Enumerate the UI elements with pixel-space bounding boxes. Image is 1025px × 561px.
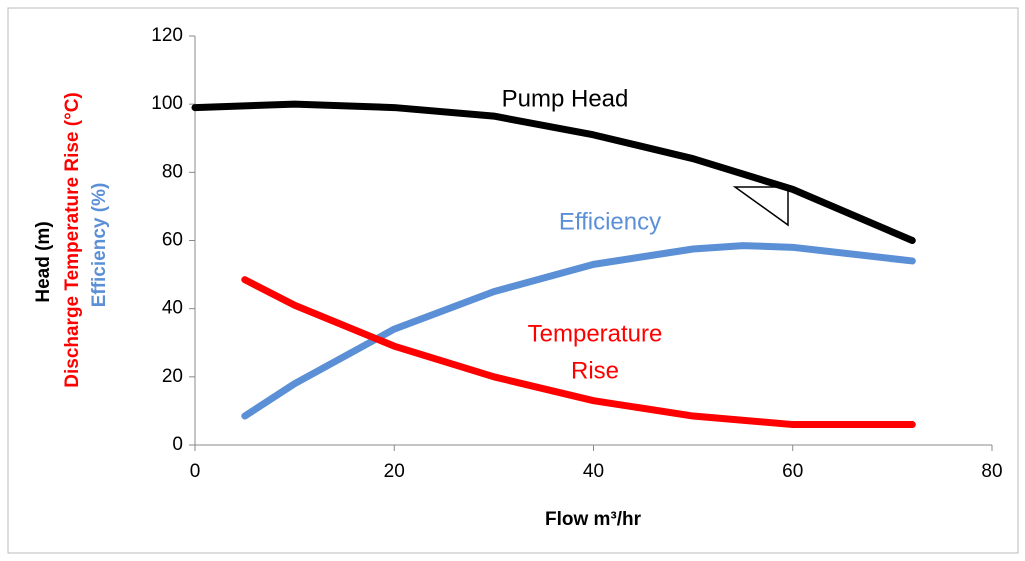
x-tick-label: 60 bbox=[782, 461, 803, 482]
x-tick-label: 40 bbox=[583, 461, 604, 482]
x-tick-label: 20 bbox=[384, 461, 405, 482]
x-tick-label: 0 bbox=[190, 461, 201, 482]
annotation: Temperature bbox=[528, 320, 663, 347]
y-tick-label: 0 bbox=[172, 434, 183, 455]
y-tick-label: 40 bbox=[162, 298, 183, 319]
y-tick-label: 80 bbox=[162, 161, 183, 182]
y-axis-label: Head (m) bbox=[33, 221, 54, 302]
y-tick-label: 120 bbox=[151, 25, 183, 46]
x-axis-label: Flow m³/hr bbox=[545, 509, 642, 530]
y-tick-label: 100 bbox=[151, 93, 183, 114]
y-tick-label: 60 bbox=[162, 230, 183, 251]
series-line bbox=[241, 276, 916, 429]
annotation: Efficiency bbox=[559, 208, 661, 235]
annotation: Pump Head bbox=[502, 85, 629, 112]
y-axis-label: Discharge Temperature Rise (°C) bbox=[62, 92, 83, 388]
series-line bbox=[241, 242, 916, 420]
y-tick-label: 20 bbox=[162, 366, 183, 387]
annotation: Rise bbox=[571, 357, 619, 384]
series-line bbox=[191, 100, 916, 244]
slope-triangle bbox=[732, 186, 789, 227]
y-axis-label: Efficiency (%) bbox=[89, 183, 110, 308]
x-tick-label: 80 bbox=[981, 461, 1002, 482]
chart-border bbox=[7, 7, 1019, 554]
